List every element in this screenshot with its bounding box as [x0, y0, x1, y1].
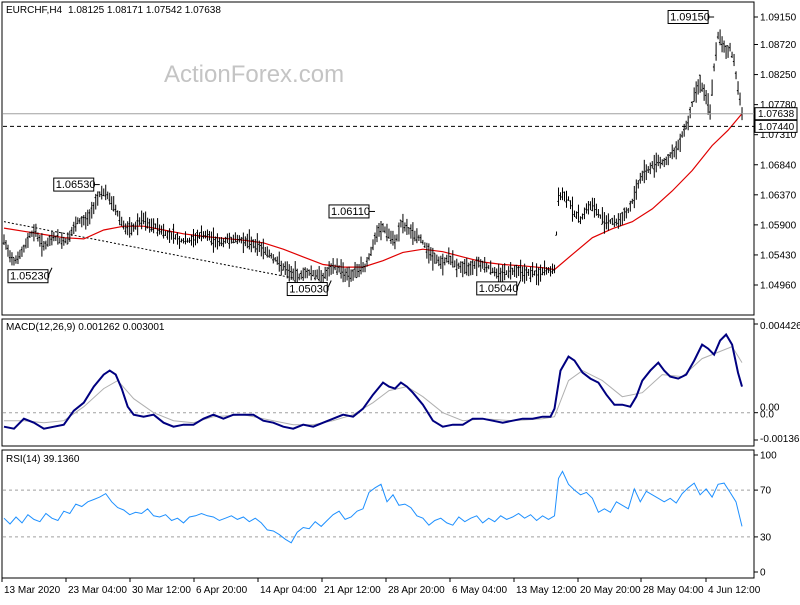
callout-label: 1.09150 — [670, 12, 710, 24]
callout-leader — [326, 280, 332, 290]
macd-main-line — [3, 332, 743, 430]
time-tick-label: 14 Apr 04:00 — [260, 585, 317, 596]
current-price-box — [754, 107, 798, 121]
callout-box — [667, 10, 709, 24]
rsi-tick-label: 0 — [760, 568, 766, 579]
price-tick-label: 1.06840 — [760, 160, 797, 171]
macd-tick-label: 0.004426 — [760, 321, 800, 332]
time-tick-label: 6 Apr 20:00 — [196, 585, 248, 596]
symbol-label: EURCHF,H4 — [6, 5, 63, 16]
level-price-label: 1.07440 — [758, 122, 795, 133]
macd-lines — [3, 332, 743, 430]
price-tick-label: 1.04960 — [760, 281, 797, 292]
price-tick-label: 1.09150 — [760, 13, 797, 24]
time-tick-label: 13 May 12:00 — [516, 585, 577, 596]
time-tick-label: 6 May 04:00 — [452, 585, 507, 596]
sma-line — [3, 113, 743, 271]
time-tick-label: 28 May 04:00 — [643, 585, 704, 596]
rsi-line — [3, 470, 743, 544]
price-tick-label: 1.08720 — [760, 40, 797, 51]
macd-tick-label: 0.00 — [760, 403, 780, 414]
rsi-tick-label: 100 — [760, 451, 777, 462]
callout-box — [7, 269, 49, 284]
rsi-tick-label: 70 — [760, 486, 772, 497]
time-axis: 13 Mar 2020 23 Mar 04:00 30 Mar 12:00 6 Apr… — [1, 578, 761, 596]
macd-axis: 0.004426 0.00 -0.001363 0.0 — [3, 321, 800, 445]
price-level-lines: 1.07638 1.07440 — [3, 107, 798, 133]
callout-label: 1.05030 — [289, 284, 329, 296]
price-tick-label: 1.08250 — [760, 70, 797, 81]
time-tick-label: 20 May 20:00 — [580, 585, 641, 596]
callout-label: 1.05040 — [479, 283, 519, 295]
watermark-text: ActionForex.com — [164, 61, 344, 88]
dotted-trendline — [3, 221, 294, 279]
callout-label: 1.06530 — [56, 179, 96, 191]
price-bars — [2, 29, 743, 289]
price-callouts: 1.06530 1.05230 1.05030 1.06110 1.05040 1.091… — [7, 10, 715, 297]
macd-signal-tick: 0.0 — [760, 410, 774, 421]
price-panel-frame — [1, 1, 755, 316]
rsi-tick-label: 30 — [760, 532, 772, 543]
price-tick-label: 1.05900 — [760, 220, 797, 231]
ohlc-values: 1.08125 1.08171 1.07542 1.07638 — [68, 5, 221, 16]
rsi-label: RSI(14) 39.1360 — [6, 454, 80, 465]
price-axis: 1.09150 1.08720 1.08250 1.07780 1.07310 1.068… — [754, 13, 797, 292]
macd-signal-line — [4, 345, 743, 426]
time-tick-label: 30 Mar 12:00 — [132, 585, 191, 596]
rsi-series-line — [3, 470, 743, 544]
macd-label: MACD(12,26,9) 0.001262 0.003001 — [6, 322, 165, 333]
time-tick-label: 4 Jun 12:00 — [708, 585, 761, 596]
callout-box — [328, 204, 370, 219]
rsi-axis: 100 70 30 0 — [3, 451, 777, 579]
callout-label: 1.05230 — [10, 271, 50, 283]
callout-leader — [516, 279, 522, 289]
level-price-box — [754, 119, 798, 133]
callout-leader — [47, 267, 53, 277]
price-tick-label: 1.05430 — [760, 250, 797, 261]
price-tick-label: 1.07310 — [760, 130, 797, 141]
callout-box — [476, 281, 518, 296]
time-tick-label: 21 Apr 12:00 — [324, 585, 381, 596]
price-tick-label: 1.07780 — [760, 100, 797, 111]
callout-box — [53, 177, 95, 192]
callout-label: 1.06110 — [331, 206, 370, 218]
time-tick-label: 28 Apr 20:00 — [388, 585, 445, 596]
moving-average-line — [3, 113, 743, 271]
rsi-panel-frame — [1, 449, 755, 579]
callout-box — [286, 282, 328, 297]
time-tick-label: 23 Mar 04:00 — [68, 585, 127, 596]
macd-panel-frame — [1, 318, 755, 447]
price-tick-label: 1.06370 — [760, 190, 797, 201]
macd-tick-label: -0.001363 — [760, 434, 800, 445]
time-tick-label: 13 Mar 2020 — [4, 585, 61, 596]
current-price-label: 1.07638 — [758, 109, 795, 120]
dotted-support-line — [3, 221, 294, 279]
